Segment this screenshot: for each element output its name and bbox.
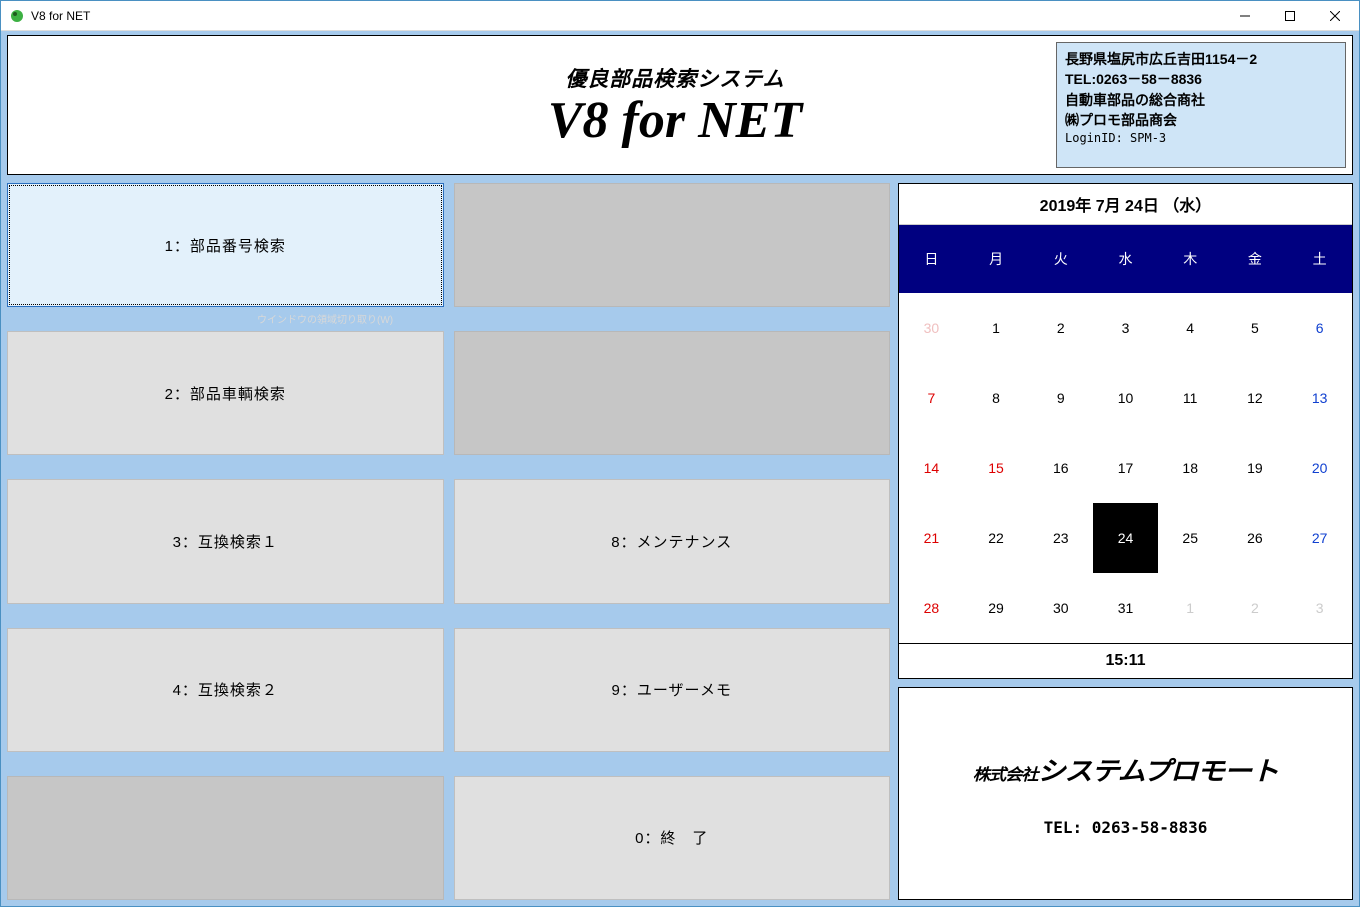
titlebar: V8 for NET [1, 1, 1359, 31]
menu-1-parts-number-search[interactable]: 1：部品番号検索 [7, 183, 444, 307]
dow-wed: 水 [1093, 225, 1158, 293]
calendar-date-title: 2019年 7月 24日 （水） [899, 184, 1352, 225]
dow-sun: 日 [899, 225, 964, 293]
dow-sat: 土 [1287, 225, 1352, 293]
calendar-day[interactable]: 8 [964, 363, 1029, 433]
calendar-day[interactable]: 31 [1093, 573, 1158, 643]
calendar-day[interactable]: 3 [1093, 293, 1158, 363]
calendar-day[interactable]: 1 [1158, 573, 1223, 643]
menu-grid: 1：部品番号検索 2：部品車輌検索 3：互換検索１ 8：メンテナンス 4：互換検… [7, 183, 890, 900]
calendar-day[interactable]: 20 [1287, 433, 1352, 503]
calendar-day[interactable]: 13 [1287, 363, 1352, 433]
client-area: 優良部品検索システム V8 for NET 長野県塩尻市広丘吉田1154－2 T… [1, 31, 1359, 906]
maximize-button[interactable] [1267, 1, 1312, 30]
calendar-day[interactable]: 2 [1028, 293, 1093, 363]
calendar-day[interactable]: 24 [1093, 503, 1158, 573]
menu-8-maintenance[interactable]: 8：メンテナンス [454, 479, 891, 603]
dow-mon: 月 [964, 225, 1029, 293]
right-column: 2019年 7月 24日 （水） 日 月 火 水 木 金 土 301234567… [898, 183, 1353, 900]
calendar-day[interactable]: 6 [1287, 293, 1352, 363]
calendar-day[interactable]: 15 [964, 433, 1029, 503]
calendar-day[interactable]: 7 [899, 363, 964, 433]
body-row: 1：部品番号検索 2：部品車輌検索 3：互換検索１ 8：メンテナンス 4：互換検… [7, 183, 1353, 900]
calendar-day[interactable]: 1 [964, 293, 1029, 363]
menu-0-exit[interactable]: 0：終 了 [454, 776, 891, 900]
calendar-day[interactable]: 30 [899, 293, 964, 363]
calendar-panel: 2019年 7月 24日 （水） 日 月 火 水 木 金 土 301234567… [898, 183, 1353, 679]
menu-4-compat-search-2[interactable]: 4：互換検索２ [7, 628, 444, 752]
header-panel: 優良部品検索システム V8 for NET 長野県塩尻市広丘吉田1154－2 T… [7, 35, 1353, 175]
header-main-title: V8 for NET [548, 95, 802, 147]
calendar-day[interactable]: 28 [899, 573, 964, 643]
login-id: LoginID: SPM-3 [1065, 130, 1337, 147]
company-panel: 株式会社システムプロモート TEL: 0263-58-8836 [898, 687, 1353, 900]
clock-time: 15:11 [899, 643, 1352, 678]
calendar-day[interactable]: 12 [1223, 363, 1288, 433]
calendar-day[interactable]: 26 [1223, 503, 1288, 573]
header-subtitle: 優良部品検索システム [565, 63, 784, 93]
app-icon [9, 8, 25, 24]
calendar-grid: 3012345678910111213141516171819202122232… [899, 293, 1352, 643]
calendar-day[interactable]: 14 [899, 433, 964, 503]
calendar-day[interactable]: 23 [1028, 503, 1093, 573]
dow-thu: 木 [1158, 225, 1223, 293]
app-window: V8 for NET 優良部品検索システム V8 for NET 長野県塩尻市広… [0, 0, 1360, 907]
dealer-info-box: 長野県塩尻市広丘吉田1154－2 TEL:0263－58－8836 自動車部品の… [1056, 42, 1346, 168]
dealer-name: ㈱プロモ部品商会 [1065, 110, 1337, 130]
calendar-day[interactable]: 4 [1158, 293, 1223, 363]
dow-tue: 火 [1028, 225, 1093, 293]
header-title-block: 優良部品検索システム V8 for NET [14, 42, 1056, 168]
company-tel: TEL: 0263-58-8836 [1044, 818, 1208, 837]
company-logo-prefix: 株式会社 [973, 767, 1038, 784]
company-logo: 株式会社システムプロモート [973, 751, 1278, 788]
calendar-day[interactable]: 5 [1223, 293, 1288, 363]
titlebar-title: V8 for NET [31, 9, 1222, 23]
calendar-day[interactable]: 18 [1158, 433, 1223, 503]
calendar-dow-header: 日 月 火 水 木 金 土 [899, 225, 1352, 293]
calendar-day[interactable]: 29 [964, 573, 1029, 643]
dealer-line3: 自動車部品の総合商社 [1065, 90, 1337, 110]
menu-empty-7[interactable] [454, 331, 891, 455]
calendar-day[interactable]: 3 [1287, 573, 1352, 643]
calendar-day[interactable]: 11 [1158, 363, 1223, 433]
calendar-day[interactable]: 27 [1287, 503, 1352, 573]
dealer-address: 長野県塩尻市広丘吉田1154－2 [1065, 49, 1337, 69]
calendar-day[interactable]: 16 [1028, 433, 1093, 503]
close-button[interactable] [1312, 1, 1357, 30]
minimize-button[interactable] [1222, 1, 1267, 30]
snip-hint-text: ウインドウの領域切り取り(W) [257, 311, 393, 326]
calendar-day[interactable]: 9 [1028, 363, 1093, 433]
calendar-day[interactable]: 2 [1223, 573, 1288, 643]
menu-empty-6[interactable] [454, 183, 891, 307]
calendar-day[interactable]: 22 [964, 503, 1029, 573]
calendar-day[interactable]: 19 [1223, 433, 1288, 503]
calendar-day[interactable]: 10 [1093, 363, 1158, 433]
menu-empty-5[interactable] [7, 776, 444, 900]
dealer-tel: TEL:0263－58－8836 [1065, 69, 1337, 89]
company-logo-main: システムプロモート [1038, 756, 1278, 786]
dow-fri: 金 [1223, 225, 1288, 293]
menu-2-parts-vehicle-search[interactable]: 2：部品車輌検索 [7, 331, 444, 455]
calendar-day[interactable]: 21 [899, 503, 964, 573]
calendar-day[interactable]: 25 [1158, 503, 1223, 573]
calendar-day[interactable]: 17 [1093, 433, 1158, 503]
calendar-day[interactable]: 30 [1028, 573, 1093, 643]
menu-3-compat-search-1[interactable]: 3：互換検索１ [7, 479, 444, 603]
menu-9-user-memo[interactable]: 9：ユーザーメモ [454, 628, 891, 752]
window-controls [1222, 1, 1357, 30]
